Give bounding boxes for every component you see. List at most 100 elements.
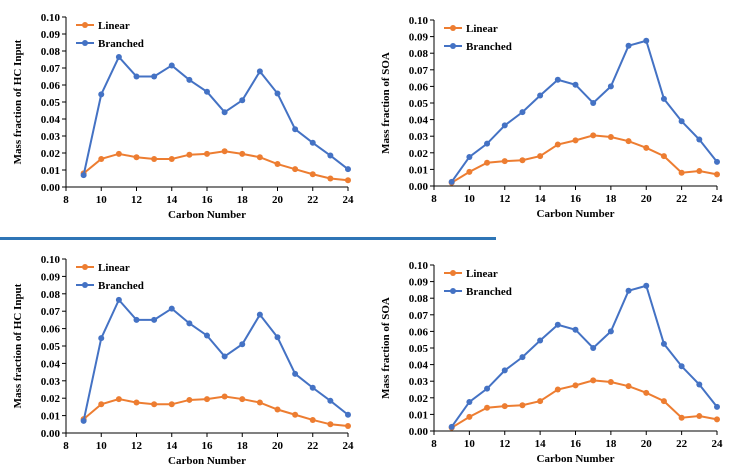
data-point-branched — [221, 109, 228, 116]
series-line-linear — [82, 150, 349, 182]
y-tick-label: 0.04 — [41, 358, 61, 370]
y-tick-label: 0.08 — [409, 293, 429, 305]
data-point-linear — [678, 414, 685, 421]
y-tick-label: 0.05 — [41, 97, 61, 109]
data-point-branched — [643, 37, 650, 44]
chart-panel-4: 0.00 0.01 0.02 0.03 0.04 0.05 0.06 0.07 0.08 0.09… — [380, 260, 723, 465]
y-tick-label: 0.07 — [41, 306, 61, 318]
data-point-branched — [572, 326, 579, 333]
data-point-branched — [554, 321, 561, 328]
data-point-linear — [221, 393, 228, 400]
data-point-branched — [115, 296, 122, 303]
x-tick-label: 12 — [499, 193, 511, 205]
section-divider — [0, 237, 496, 240]
data-point-branched — [204, 88, 210, 95]
data-point-branched — [590, 345, 597, 351]
y-tick-label: 0.10 — [409, 260, 429, 272]
data-point-linear — [607, 134, 614, 141]
data-point-branched — [660, 95, 667, 102]
data-point-branched — [696, 136, 703, 143]
y-tick-label: 0.06 — [409, 81, 429, 93]
y-tick-label: 0.05 — [409, 343, 429, 355]
x-tick-label: 14 — [535, 193, 547, 205]
data-point-branched — [327, 152, 334, 159]
data-point-branched — [607, 328, 614, 335]
data-point-linear — [309, 416, 316, 423]
data-point-linear — [554, 141, 561, 148]
data-point-linear — [204, 150, 210, 157]
x-tick-label: 24 — [712, 438, 724, 450]
series-line-linear — [82, 395, 349, 428]
legend-label-linear: Linear — [466, 23, 498, 35]
x-tick-label: 10 — [464, 193, 476, 205]
legend-marker-branched — [450, 288, 456, 294]
data-point-linear — [168, 401, 175, 408]
x-axis-title: Carbon Number — [168, 209, 246, 221]
series-line-linear — [451, 134, 718, 184]
data-point-branched — [607, 83, 614, 90]
y-tick-label: 0.02 — [41, 393, 61, 405]
data-point-linear — [696, 413, 703, 420]
series-line-branched — [82, 55, 349, 176]
series-line-branched — [450, 39, 718, 183]
x-tick-label: 22 — [307, 194, 319, 206]
chart-panel-2: 0.00 0.01 0.02 0.03 0.04 0.05 0.06 0.07 0.08 0.09… — [380, 15, 723, 220]
data-point-branched — [448, 178, 455, 185]
data-point-branched — [168, 62, 175, 69]
data-point-linear — [660, 398, 667, 405]
data-point-linear — [186, 151, 193, 158]
data-point-linear — [572, 382, 579, 389]
chart-panel-3: 0.00 0.01 0.02 0.03 0.04 0.05 0.06 0.07 0.08 0.09… — [12, 254, 354, 467]
x-tick-label: 14 — [166, 194, 178, 206]
data-point-branched — [466, 153, 473, 160]
data-point-linear — [660, 153, 667, 160]
y-axis-title: Mass fraction of HC Input — [12, 39, 24, 164]
y-tick-label: 0.05 — [41, 341, 61, 353]
data-point-branched — [345, 166, 351, 173]
data-point-branched — [133, 73, 140, 80]
x-tick-label: 20 — [272, 194, 284, 206]
x-tick-label: 16 — [570, 438, 582, 450]
legend-marker-linear — [450, 25, 456, 31]
x-axis-title: Carbon Number — [168, 455, 246, 467]
data-point-branched — [678, 118, 685, 125]
data-point-branched — [151, 316, 158, 323]
y-tick-label: 0.01 — [409, 409, 428, 421]
data-point-linear — [309, 171, 316, 178]
legend-marker-branched — [82, 40, 88, 46]
data-point-branched — [345, 411, 351, 418]
data-point-linear — [590, 132, 597, 139]
data-point-linear — [607, 379, 614, 386]
x-tick-label: 12 — [131, 194, 143, 206]
data-point-linear — [168, 155, 175, 162]
chart-panel-1: 0.00 0.01 0.02 0.03 0.04 0.05 0.06 0.07 0.08 0.09… — [12, 12, 354, 221]
y-tick-label: 0.09 — [409, 277, 429, 289]
data-point-linear — [345, 423, 351, 430]
x-tick-label: 18 — [605, 193, 617, 205]
data-point-linear — [115, 396, 122, 403]
data-point-linear — [327, 421, 334, 428]
y-tick-label: 0.07 — [409, 65, 429, 77]
data-point-branched — [714, 403, 720, 410]
data-point-linear — [625, 138, 632, 145]
data-point-linear — [133, 154, 140, 161]
data-point-linear — [204, 396, 210, 403]
data-point-linear — [484, 404, 491, 411]
y-tick-label: 0.04 — [41, 114, 61, 126]
x-tick-label: 18 — [237, 194, 249, 206]
x-tick-label: 8 — [431, 438, 437, 450]
data-point-branched — [519, 109, 526, 116]
legend-label-linear: Linear — [98, 20, 130, 32]
x-tick-label: 16 — [202, 440, 214, 452]
y-tick-label: 0.06 — [41, 324, 61, 336]
data-point-linear — [696, 168, 703, 175]
data-point-linear — [345, 177, 351, 184]
data-point-linear — [115, 150, 122, 157]
x-tick-label: 24 — [343, 194, 355, 206]
data-point-branched — [274, 334, 281, 341]
y-tick-label: 0.04 — [409, 115, 429, 127]
y-tick-label: 0.01 — [409, 164, 428, 176]
y-axis-title: Mass fraction of HC Input — [12, 283, 24, 408]
y-tick-label: 0.02 — [41, 148, 61, 160]
